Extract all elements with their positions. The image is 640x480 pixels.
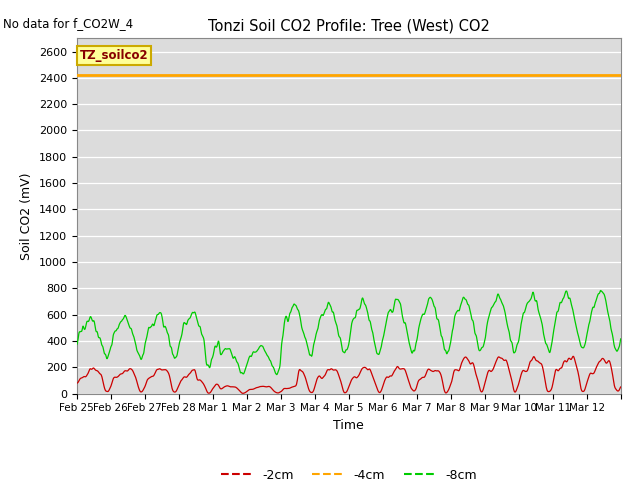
Legend: -2cm, -4cm, -8cm: -2cm, -4cm, -8cm (216, 464, 482, 480)
X-axis label: Time: Time (333, 419, 364, 432)
Title: Tonzi Soil CO2 Profile: Tree (West) CO2: Tonzi Soil CO2 Profile: Tree (West) CO2 (208, 18, 490, 33)
Text: No data for f_CO2W_4: No data for f_CO2W_4 (3, 17, 133, 30)
Y-axis label: Soil CO2 (mV): Soil CO2 (mV) (20, 172, 33, 260)
Text: TZ_soilco2: TZ_soilco2 (79, 49, 148, 62)
